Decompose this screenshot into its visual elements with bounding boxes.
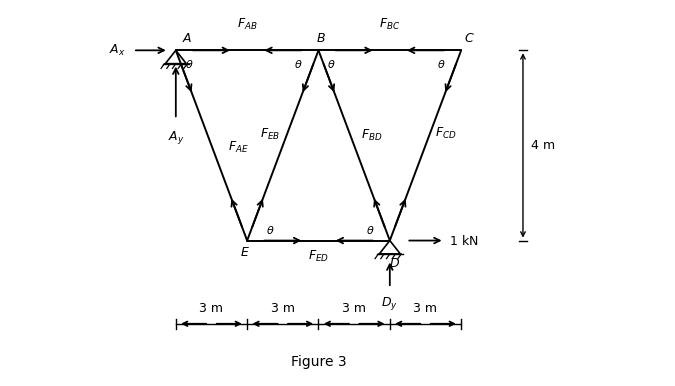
Text: 3 m: 3 m	[414, 302, 437, 315]
Text: Figure 3: Figure 3	[291, 355, 346, 369]
Text: $A_y$: $A_y$	[167, 129, 184, 146]
Text: 3 m: 3 m	[271, 302, 295, 315]
Text: 3 m: 3 m	[342, 302, 366, 315]
Text: $4\ \mathrm{m}$: $4\ \mathrm{m}$	[530, 139, 555, 152]
Text: $F_{ED}$: $F_{ED}$	[308, 249, 329, 264]
Text: $\theta$: $\theta$	[327, 58, 336, 69]
Text: $F_{BC}$: $F_{BC}$	[379, 17, 400, 32]
Text: $F_{EB}$: $F_{EB}$	[261, 127, 280, 142]
Text: $F_{CD}$: $F_{CD}$	[435, 125, 456, 141]
Text: $D$: $D$	[389, 257, 400, 270]
Text: $\theta$: $\theta$	[266, 224, 274, 236]
Text: $C$: $C$	[464, 32, 475, 45]
Text: 3 m: 3 m	[200, 302, 223, 315]
Text: $\theta$: $\theta$	[437, 58, 446, 69]
Text: $E$: $E$	[240, 246, 250, 259]
Text: $\theta$: $\theta$	[366, 224, 374, 236]
Text: $A_x$: $A_x$	[109, 43, 126, 58]
Text: $1\ \mathrm{kN}$: $1\ \mathrm{kN}$	[450, 234, 479, 247]
Text: $D_y$: $D_y$	[381, 295, 398, 312]
Text: $A$: $A$	[182, 32, 192, 45]
Text: $F_{BD}$: $F_{BD}$	[361, 128, 383, 143]
Text: $F_{AB}$: $F_{AB}$	[237, 17, 257, 32]
Text: $F_{AE}$: $F_{AE}$	[228, 140, 249, 156]
Text: $\theta$: $\theta$	[294, 58, 303, 69]
Text: $\theta$: $\theta$	[185, 58, 194, 69]
Text: $B$: $B$	[316, 32, 326, 45]
